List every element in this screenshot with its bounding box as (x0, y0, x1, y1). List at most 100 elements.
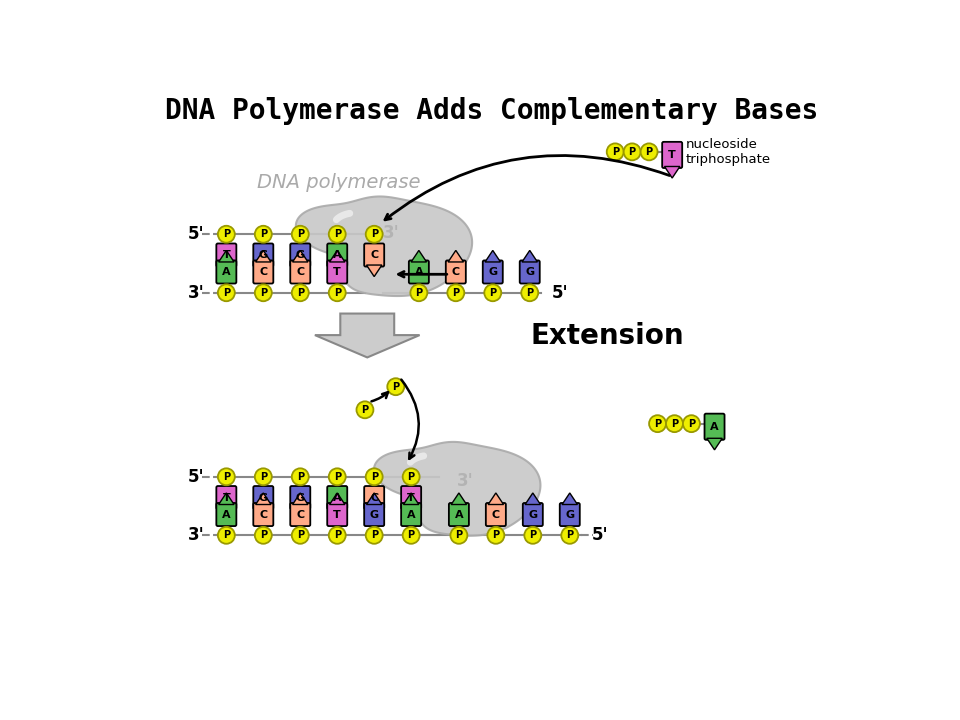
Circle shape (387, 378, 404, 395)
Circle shape (328, 226, 346, 243)
FancyBboxPatch shape (662, 142, 683, 168)
Text: DNA Polymerase Adds Complementary Bases: DNA Polymerase Adds Complementary Bases (165, 97, 819, 125)
Text: T: T (668, 150, 676, 160)
Text: P: P (455, 531, 463, 540)
FancyBboxPatch shape (449, 503, 468, 526)
Text: 5': 5' (188, 225, 204, 243)
Circle shape (666, 415, 683, 432)
FancyBboxPatch shape (401, 503, 421, 526)
Polygon shape (219, 265, 234, 276)
Circle shape (488, 527, 504, 544)
Polygon shape (707, 438, 722, 450)
Polygon shape (329, 251, 345, 262)
Polygon shape (485, 251, 500, 262)
Circle shape (218, 284, 235, 301)
Polygon shape (293, 508, 308, 519)
Circle shape (328, 527, 346, 544)
Text: P: P (371, 229, 377, 239)
Polygon shape (315, 313, 420, 357)
Circle shape (218, 468, 235, 485)
Text: A: A (407, 510, 416, 520)
Text: P: P (260, 472, 267, 482)
Text: P: P (408, 472, 415, 482)
Text: A: A (333, 250, 342, 260)
Text: A: A (222, 510, 230, 520)
Polygon shape (219, 508, 234, 519)
Circle shape (254, 468, 272, 485)
FancyBboxPatch shape (253, 261, 274, 284)
Polygon shape (525, 493, 540, 505)
Text: 5': 5' (591, 526, 608, 544)
FancyBboxPatch shape (327, 261, 348, 284)
Text: P: P (223, 229, 229, 239)
FancyBboxPatch shape (523, 503, 542, 526)
FancyBboxPatch shape (327, 486, 348, 509)
Text: P: P (393, 382, 399, 392)
FancyBboxPatch shape (445, 261, 466, 284)
Text: G: G (489, 267, 497, 277)
Text: P: P (490, 288, 496, 298)
Text: P: P (297, 531, 303, 540)
FancyBboxPatch shape (216, 243, 236, 266)
Circle shape (607, 143, 624, 161)
Circle shape (254, 284, 272, 301)
Circle shape (328, 468, 346, 485)
Circle shape (484, 284, 501, 301)
Polygon shape (255, 508, 271, 519)
Text: P: P (260, 531, 267, 540)
Polygon shape (255, 265, 271, 276)
Text: C: C (297, 267, 304, 277)
Circle shape (524, 527, 541, 544)
Text: 3': 3' (457, 472, 473, 490)
Circle shape (254, 226, 272, 243)
Circle shape (402, 468, 420, 485)
Polygon shape (293, 493, 308, 505)
Text: P: P (223, 288, 229, 298)
Text: P: P (361, 405, 369, 415)
Text: T: T (223, 492, 230, 503)
Text: G: G (296, 492, 305, 503)
Text: P: P (334, 531, 341, 540)
Polygon shape (403, 508, 419, 519)
Text: P: P (526, 288, 534, 298)
FancyBboxPatch shape (290, 486, 310, 509)
FancyBboxPatch shape (560, 503, 580, 526)
Text: P: P (452, 288, 460, 298)
Polygon shape (329, 508, 345, 519)
Text: T: T (333, 510, 341, 520)
Text: C: C (452, 267, 460, 277)
Circle shape (292, 527, 309, 544)
Text: P: P (416, 288, 422, 298)
FancyBboxPatch shape (401, 486, 421, 509)
FancyBboxPatch shape (290, 261, 310, 284)
Polygon shape (329, 265, 345, 276)
Text: G: G (296, 250, 305, 260)
FancyBboxPatch shape (483, 261, 503, 284)
Text: P: P (260, 229, 267, 239)
Polygon shape (219, 251, 234, 262)
FancyBboxPatch shape (253, 486, 274, 509)
Polygon shape (451, 493, 467, 505)
Circle shape (640, 143, 658, 161)
Text: P: P (671, 418, 678, 428)
Text: P: P (688, 418, 695, 428)
Circle shape (366, 468, 383, 485)
Polygon shape (219, 493, 234, 505)
Circle shape (649, 415, 666, 432)
Polygon shape (488, 493, 504, 505)
Polygon shape (293, 251, 308, 262)
Circle shape (683, 415, 700, 432)
FancyBboxPatch shape (216, 486, 236, 509)
FancyBboxPatch shape (705, 414, 725, 440)
Text: A: A (710, 422, 719, 432)
Text: A: A (415, 267, 423, 277)
Circle shape (521, 284, 539, 301)
FancyBboxPatch shape (290, 243, 310, 266)
Text: P: P (297, 288, 303, 298)
FancyBboxPatch shape (519, 261, 540, 284)
Circle shape (366, 226, 383, 243)
Text: C: C (297, 510, 304, 520)
FancyBboxPatch shape (253, 243, 274, 266)
Text: C: C (492, 510, 500, 520)
Text: nucleoside
triphosphate: nucleoside triphosphate (686, 138, 771, 166)
